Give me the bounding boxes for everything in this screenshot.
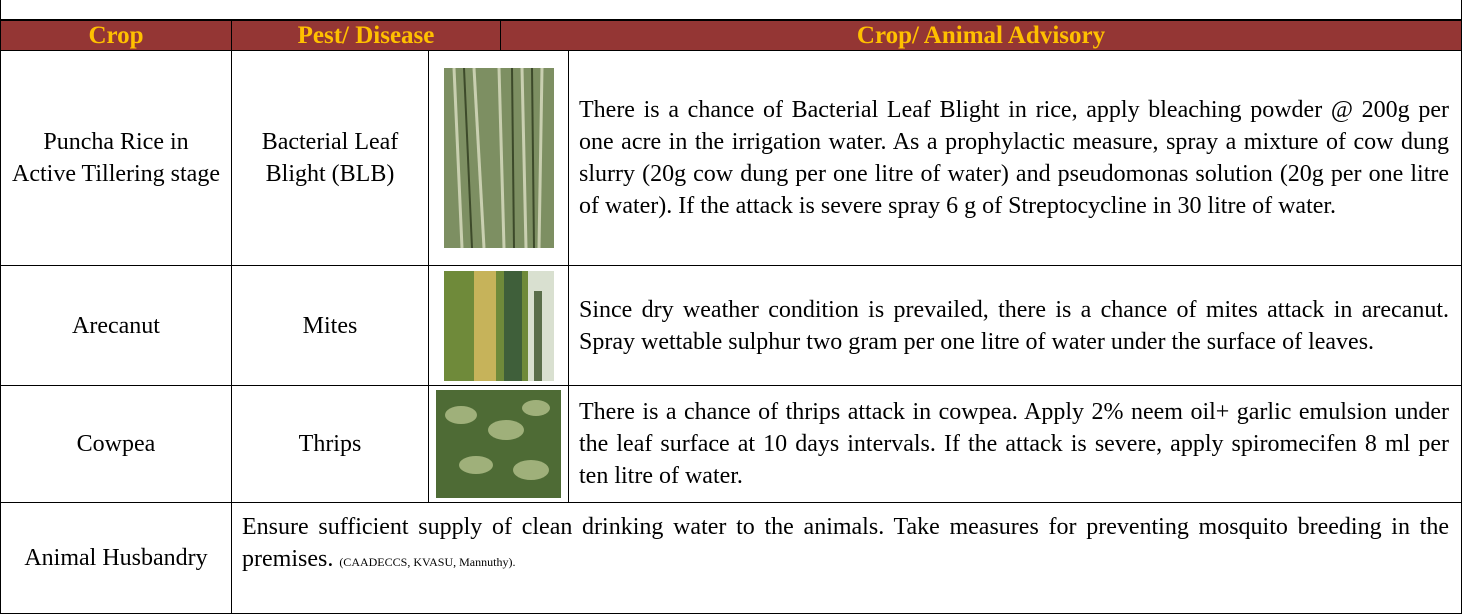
crop-cell: Animal Husbandry bbox=[0, 502, 232, 614]
crop-cell: Arecanut bbox=[0, 265, 232, 386]
advisory-cell: Ensure sufficient supply of clean drinki… bbox=[231, 502, 1462, 614]
advisory-cell: There is a chance of Bacterial Leaf Blig… bbox=[568, 50, 1462, 266]
source-note: (CAADECCS, KVASU, Mannuthy). bbox=[339, 555, 515, 569]
pest-image bbox=[444, 271, 554, 381]
pest-cell: Mites bbox=[231, 265, 429, 386]
crop-cell: Cowpea bbox=[0, 385, 232, 503]
advisory-cell: There is a chance of thrips attack in co… bbox=[568, 385, 1462, 503]
cropped-strip bbox=[0, 0, 1462, 20]
image-cell bbox=[428, 50, 569, 266]
header-cell: Pest/ Disease bbox=[231, 20, 501, 51]
pest-image bbox=[436, 390, 561, 498]
pest-image bbox=[444, 68, 554, 248]
advisory-cell: Since dry weather condition is prevailed… bbox=[568, 265, 1462, 386]
crop-cell: Puncha Rice in Active Tillering stage bbox=[0, 50, 232, 266]
image-cell bbox=[428, 265, 569, 386]
pest-cell: Thrips bbox=[231, 385, 429, 503]
image-cell bbox=[428, 385, 569, 503]
header-cell: Crop bbox=[0, 20, 232, 51]
pest-cell: Bacterial Leaf Blight (BLB) bbox=[231, 50, 429, 266]
header-cell: Crop/ Animal Advisory bbox=[500, 20, 1462, 51]
page: Crop Pest/ Disease Crop/ Animal Advisory… bbox=[0, 0, 1466, 612]
